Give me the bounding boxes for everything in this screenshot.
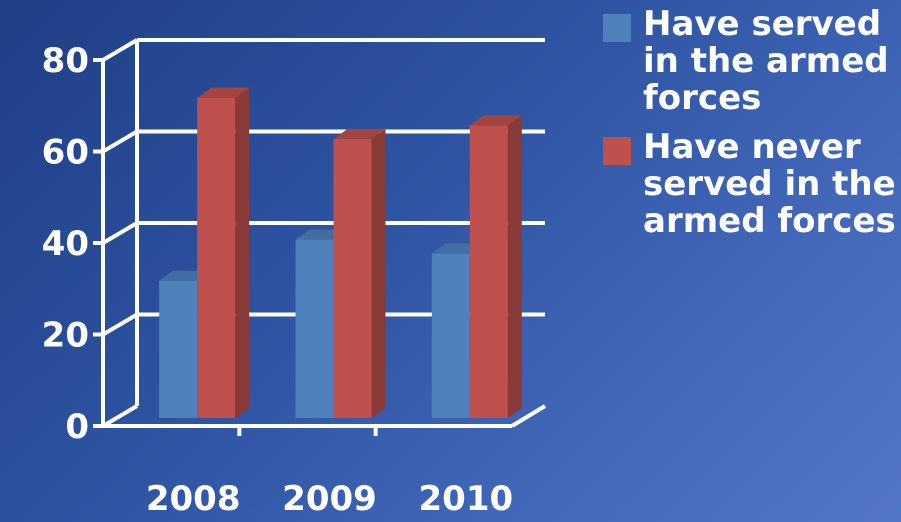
sidewall-gridline-20	[101, 312, 139, 337]
legend-label-never-served: Have never served in the armed forces	[643, 127, 896, 241]
bar-side	[235, 87, 250, 418]
sidewall-gridline-60	[101, 129, 139, 154]
bar-top	[333, 128, 386, 139]
y-tick-label-60: 60	[42, 133, 89, 173]
x-tick-label-2008: 2008	[146, 479, 241, 519]
x-tick-label-2010: 2010	[419, 479, 514, 519]
legend-swatch-served	[603, 14, 631, 42]
legend-item-never-served: Have never served in the armed forces	[603, 129, 901, 240]
sidewall-gridline-80	[101, 38, 139, 62]
bar-front	[431, 253, 470, 418]
legend: Have served in the armed forces Have nev…	[603, 6, 901, 252]
bar-top	[197, 87, 250, 98]
y-tick-label-80: 80	[42, 41, 89, 81]
bar-2008-never-served	[197, 87, 250, 418]
legend-swatch-never-served	[603, 137, 631, 165]
legend-item-served: Have served in the armed forces	[603, 6, 901, 117]
bar-top	[469, 115, 522, 126]
bar-front	[333, 138, 372, 419]
y-tick-label-20: 20	[42, 316, 89, 356]
y-tick-label-40: 40	[42, 224, 89, 264]
axis-labels: 0 20 40 60 80 2008 2009 2010	[42, 41, 513, 519]
floor-right-edge	[510, 404, 547, 428]
bar-front	[197, 97, 236, 418]
bar-2010-never-served	[469, 115, 522, 418]
bars	[159, 87, 522, 419]
legend-label-served: Have served in the armed forces	[643, 4, 889, 118]
bar-side	[507, 115, 522, 418]
bar-front	[469, 125, 508, 418]
x-tick-label-2009: 2009	[282, 479, 377, 519]
axes	[93, 40, 547, 436]
bar-2009-never-served	[333, 128, 386, 419]
bar-side	[371, 128, 386, 419]
bar-front	[159, 280, 198, 418]
sidewall-gridline-40	[101, 221, 139, 245]
y-tick-label-0: 0	[65, 407, 89, 447]
sidewall-gridline-0	[101, 404, 139, 428]
bar-front	[295, 239, 334, 418]
